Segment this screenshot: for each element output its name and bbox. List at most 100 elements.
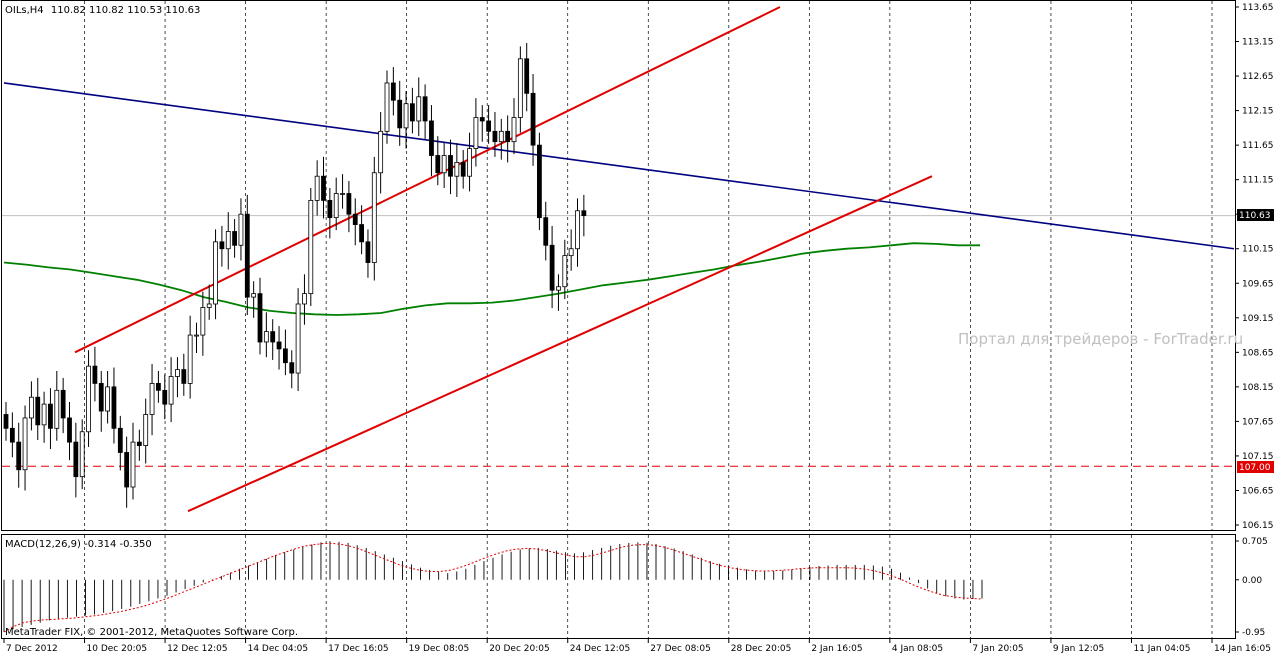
macd-tick-label: 0.705 [1242, 537, 1268, 547]
time-tick-label: 27 Dec 08:05 [650, 644, 711, 654]
candle-body [498, 130, 504, 143]
candle-body [314, 175, 320, 201]
candle-body [384, 82, 390, 132]
candle-body [530, 92, 536, 146]
candle-body [149, 383, 155, 415]
time-tick-label: 24 Dec 12:05 [570, 644, 631, 654]
candle-body [124, 452, 130, 488]
candle-body [517, 58, 523, 118]
watermark: Портал для трейдеров - ForTrader.ru [958, 330, 1243, 348]
candle-body [524, 58, 530, 94]
candle-body [79, 431, 85, 478]
candle-body [454, 161, 460, 177]
time-axis: 7 Dec 2012 10 Dec 20:05 12 Dec 12:05 14 Dec… [3, 639, 1271, 654]
time-tick-label: 7 Jan 20:05 [972, 644, 1023, 654]
candle-body [194, 334, 199, 337]
candle-body [9, 427, 15, 443]
candle-body [282, 348, 288, 364]
price-tick-label: 112.65 [1242, 72, 1274, 82]
candle-body [60, 389, 66, 419]
candle-body [543, 217, 549, 246]
channel-upper-line [74, 6, 781, 354]
macd-tick-label: -0.95 [1242, 628, 1265, 638]
price-tick-label: 111.15 [1242, 176, 1274, 186]
candle-body [48, 403, 53, 429]
candle-body [403, 103, 409, 129]
candle-body [492, 130, 498, 143]
time-tick-label: 11 Jan 04:05 [1133, 644, 1190, 654]
candle-body [308, 199, 314, 295]
candle-body [575, 210, 580, 250]
candle-body [16, 441, 22, 471]
candle-body [244, 213, 250, 298]
candle-body [86, 365, 91, 433]
candle-body [409, 103, 415, 122]
candles [3, 42, 587, 508]
candle-body [340, 193, 345, 195]
candle-body [270, 331, 276, 343]
candle-body [136, 441, 142, 446]
candle-body [225, 231, 231, 250]
candle-body [130, 441, 136, 488]
candle-body [92, 365, 98, 384]
price-tick-label: 108.65 [1242, 348, 1274, 358]
candle-body [346, 193, 352, 215]
candle-body [359, 224, 365, 243]
candle-body [175, 369, 180, 377]
time-tick-label: 20 Dec 20:05 [489, 644, 550, 654]
chart-header: OILs,H4 110.82 110.82 110.53 110.63 [5, 5, 200, 16]
price-tick-label: 106.15 [1242, 521, 1274, 531]
candle-body [505, 130, 511, 143]
candle-body [28, 396, 34, 419]
time-tick-label: 2 Jan 16:05 [811, 644, 862, 654]
candle-body [289, 362, 295, 374]
candle-body [181, 369, 187, 384]
price-tick-label: 112.15 [1242, 107, 1274, 117]
candle-body [390, 82, 396, 101]
candle-body [321, 175, 326, 201]
candle-body [35, 396, 41, 426]
candle-body [98, 383, 104, 412]
moving-average-line [3, 242, 980, 316]
candle-body [537, 144, 542, 219]
candle-body [302, 293, 307, 305]
candle-body [263, 331, 269, 343]
time-tick-label: 4 Jan 08:05 [892, 644, 943, 654]
trendline [3, 82, 1235, 250]
candle-body [111, 386, 117, 429]
current-price-tag [1237, 209, 1274, 221]
candle-body [422, 96, 428, 122]
candle-body [556, 286, 561, 291]
candle-body [549, 244, 555, 291]
candle-body [187, 334, 193, 384]
channel-lower-line [187, 175, 933, 513]
candle-body [511, 117, 517, 143]
candle-body [568, 248, 574, 257]
candle-body [200, 307, 206, 336]
macd-histogram [3, 541, 983, 633]
candle-body [562, 255, 568, 288]
price-tick-label: 110.15 [1242, 245, 1274, 255]
candle-body [143, 414, 149, 446]
candle-body [467, 148, 472, 177]
macd-tick-label: 0.00 [1242, 576, 1262, 586]
level-tag [1237, 461, 1274, 473]
macd-panel-frame [1, 534, 1236, 639]
time-tick-label: 14 Jan 16:05 [1214, 644, 1271, 654]
candle-body [479, 117, 485, 122]
candle-body [162, 389, 168, 405]
symbol-label: OILs,H4 [5, 5, 44, 16]
price-tick-label: 113.65 [1242, 3, 1274, 13]
candle-body [448, 155, 453, 177]
candle-body [3, 414, 9, 429]
candle-body [378, 130, 384, 174]
ohlc-values: 110.82 110.82 110.53 110.63 [51, 5, 201, 16]
candle-body [257, 293, 263, 343]
candle-body [441, 155, 447, 174]
time-tick-label: 7 Dec 2012 [6, 644, 58, 654]
candle-body [213, 241, 218, 305]
candle-body [117, 427, 123, 453]
candle-body [206, 303, 212, 308]
drawn-lines[interactable] [2, 6, 1235, 513]
